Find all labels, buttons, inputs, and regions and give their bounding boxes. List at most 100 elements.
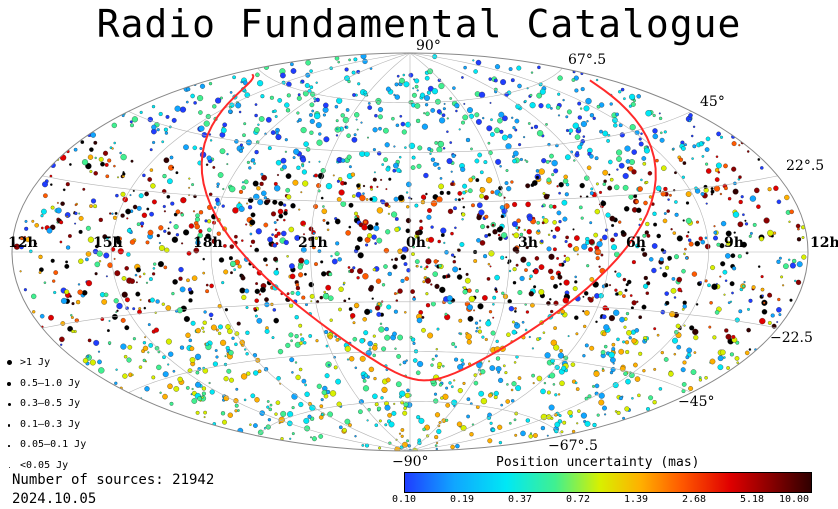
source-point — [554, 393, 558, 397]
source-point — [449, 141, 453, 144]
source-point — [451, 153, 456, 158]
source-point — [514, 118, 520, 124]
source-point — [534, 256, 540, 261]
source-point — [438, 264, 442, 268]
source-point — [349, 356, 355, 362]
source-point — [439, 286, 446, 294]
source-point — [716, 242, 721, 247]
source-point — [299, 81, 303, 84]
source-point — [476, 202, 483, 209]
source-point — [517, 376, 522, 380]
source-point — [412, 341, 416, 345]
dec-label-22.5: 22°.5 — [786, 158, 824, 174]
source-point — [600, 253, 604, 257]
source-point — [245, 223, 248, 226]
source-point — [369, 185, 373, 189]
source-point — [40, 214, 44, 218]
source-point — [337, 60, 340, 64]
source-point — [801, 236, 805, 239]
source-point — [239, 149, 243, 153]
source-point — [376, 207, 384, 214]
source-point — [320, 260, 324, 264]
source-point — [623, 371, 628, 376]
source-point — [687, 238, 692, 242]
source-point — [397, 288, 403, 294]
meridian-line — [210, 52, 411, 452]
source-point — [666, 209, 670, 213]
source-point — [553, 283, 558, 289]
source-point — [254, 247, 260, 253]
source-point — [40, 226, 44, 230]
colorbar-tick: 0.10 — [391, 494, 417, 505]
source-point — [514, 321, 518, 326]
source-point — [85, 225, 91, 231]
source-point — [710, 187, 714, 191]
source-point — [164, 247, 170, 253]
source-point — [482, 295, 488, 301]
source-point — [362, 385, 370, 392]
legend-dot-icon — [4, 415, 14, 436]
colorbar-tick: 5.18 — [739, 494, 765, 505]
source-point — [734, 317, 740, 323]
source-point — [370, 188, 373, 191]
source-point — [48, 314, 54, 321]
meridian-line — [111, 52, 411, 452]
source-point — [195, 216, 200, 222]
source-point — [352, 93, 356, 97]
source-point — [594, 156, 599, 161]
source-point — [399, 77, 405, 84]
source-point — [652, 128, 658, 134]
source-point — [610, 357, 616, 363]
source-point — [594, 208, 600, 215]
source-point — [222, 122, 228, 128]
source-point — [243, 398, 247, 402]
source-point — [65, 245, 71, 250]
source-point — [157, 261, 164, 268]
source-point — [346, 154, 352, 160]
source-point — [336, 157, 342, 162]
source-point — [183, 144, 189, 151]
source-point — [290, 68, 297, 74]
source-point — [69, 163, 72, 166]
source-point — [478, 209, 485, 216]
source-point — [383, 157, 388, 163]
source-point — [393, 93, 396, 97]
source-point — [713, 225, 716, 228]
colorbar-ticks: 0.10 0.19 0.37 0.72 1.39 2.68 5.18 10.00 — [392, 494, 812, 508]
source-point — [486, 225, 490, 229]
source-point — [247, 205, 253, 210]
source-point — [582, 354, 586, 358]
source-point — [223, 376, 229, 382]
source-point — [455, 109, 458, 113]
source-point — [516, 218, 521, 223]
source-point — [538, 264, 545, 270]
source-point — [305, 303, 308, 307]
source-point — [384, 326, 389, 332]
source-point — [208, 312, 214, 318]
source-point — [297, 264, 303, 270]
source-point — [175, 233, 180, 237]
source-point — [387, 212, 390, 215]
ra-label-21h: 21h — [298, 235, 328, 251]
source-point — [273, 109, 277, 113]
source-point — [274, 185, 281, 192]
source-point — [346, 133, 351, 138]
source-point — [713, 235, 718, 241]
legend-item: 0.05–0.1 Jy — [4, 435, 86, 456]
source-point — [520, 430, 526, 437]
source-point — [556, 256, 560, 260]
source-point — [408, 72, 414, 78]
source-point — [526, 261, 531, 267]
source-point — [761, 309, 768, 315]
source-point — [90, 132, 96, 138]
source-point — [660, 350, 664, 355]
source-point — [187, 287, 192, 292]
source-point — [640, 247, 645, 252]
source-point — [616, 272, 622, 278]
source-point — [374, 423, 379, 427]
source-point — [554, 226, 561, 232]
source-point — [500, 255, 505, 260]
source-point — [439, 117, 446, 124]
source-point — [256, 317, 263, 324]
source-point — [511, 320, 515, 324]
